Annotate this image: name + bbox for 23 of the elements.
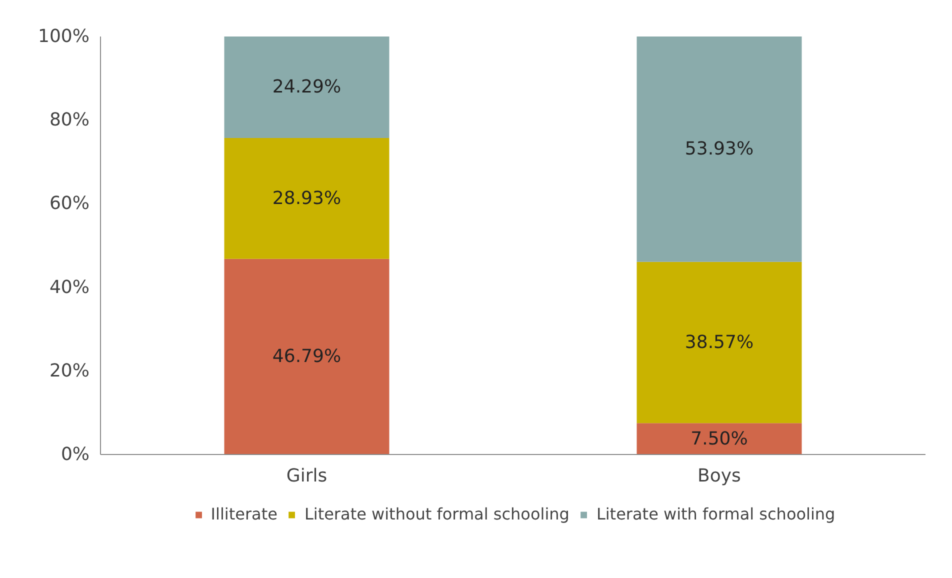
y-tick-label: 20%	[49, 360, 90, 382]
data-label: 38.57%	[684, 332, 754, 354]
bar	[636, 423, 802, 454]
y-tick-label: 0%	[60, 444, 90, 465]
y-tick-label: 80%	[49, 110, 90, 131]
y-tick-label: 100%	[38, 26, 90, 47]
data-label: 28.93%	[272, 188, 342, 209]
y-tick-label: 40%	[49, 276, 90, 298]
x-tick-label: Boys	[698, 466, 741, 486]
x-tick-label: Girls	[286, 466, 328, 486]
legend-label: Literate without formal schooling	[304, 504, 570, 524]
bar	[224, 36, 390, 138]
data-label: 24.29%	[272, 76, 342, 98]
data-label: 46.79%	[272, 346, 342, 368]
y-tick-label: 60%	[49, 193, 90, 214]
bar	[636, 262, 802, 424]
legend-label: Literate with formal schooling	[596, 504, 836, 524]
data-label: 7.50%	[690, 428, 748, 450]
bar	[224, 258, 390, 454]
legend-label: Illiterate	[210, 504, 278, 524]
bar	[224, 138, 390, 259]
bar	[636, 36, 802, 262]
data-label: 53.93%	[684, 138, 754, 160]
